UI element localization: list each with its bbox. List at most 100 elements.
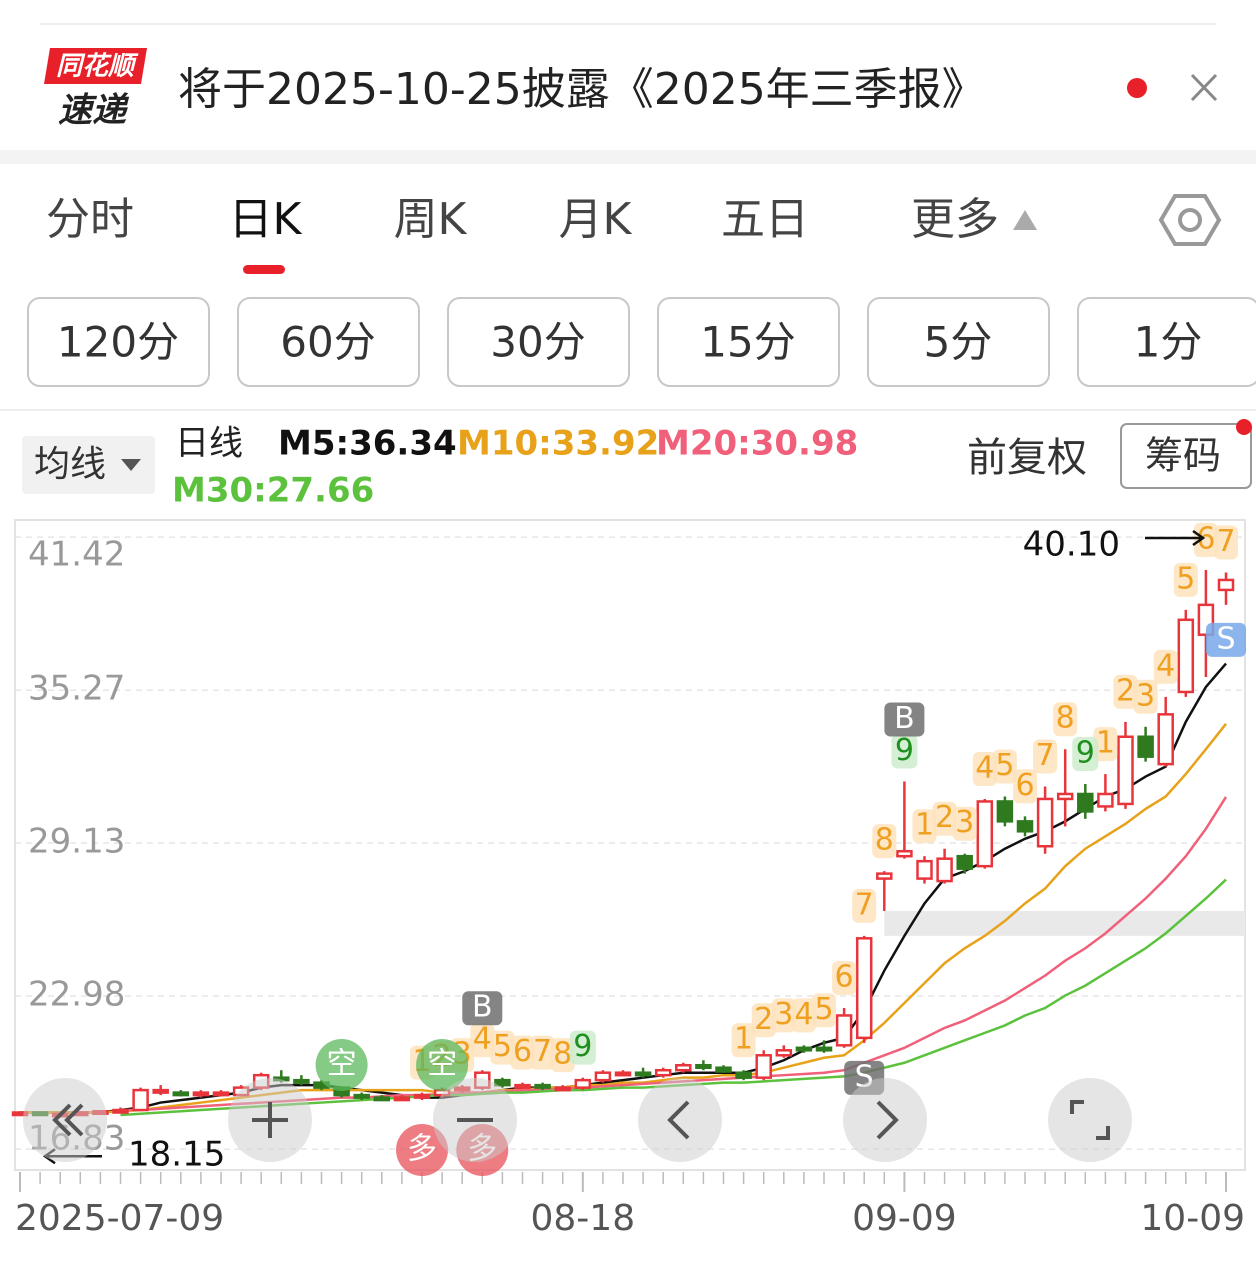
divider: [0, 150, 1256, 164]
candle-body: [876, 872, 893, 880]
td_labels: 5: [493, 1029, 512, 1064]
td_labels: 6: [1196, 522, 1215, 557]
close-button[interactable]: [1190, 73, 1218, 102]
td_labels: 4: [794, 997, 813, 1032]
candle-body: [1097, 792, 1114, 808]
chips-dot: [1236, 419, 1252, 435]
notice[interactable]: 将于2025-10-25披露《2025年三季报》: [178, 64, 986, 115]
candle-body: [172, 1091, 190, 1097]
candle-body: [494, 1078, 511, 1087]
unread-dot: [1127, 78, 1147, 98]
period-button[interactable]: [447, 297, 630, 387]
ma-menu-bg[interactable]: [22, 436, 155, 494]
y-tick-label: 22.98: [28, 975, 125, 1015]
period-button[interactable]: [867, 297, 1050, 387]
candle-body: [835, 1014, 853, 1047]
tab[interactable]: 月K: [559, 194, 633, 245]
period-label[interactable]: 1分: [1134, 318, 1203, 367]
chips-button[interactable]: [1120, 423, 1252, 489]
candle-body: [614, 1071, 632, 1077]
td_labels: 4: [1156, 648, 1175, 683]
tab[interactable]: 分时: [46, 194, 134, 245]
tab[interactable]: 五日: [721, 194, 809, 245]
tab[interactable]: 更多: [911, 194, 999, 245]
adjust-mode[interactable]: 前复权: [967, 435, 1087, 481]
low-label: 18.15: [128, 1135, 225, 1175]
period-label[interactable]: 5分: [924, 318, 993, 367]
logo-bottom: 速递: [58, 91, 130, 131]
td_labels: 2: [754, 1002, 773, 1037]
sell_labels-bg: [1206, 622, 1246, 657]
zoom-in-icon: [252, 1102, 288, 1138]
td_done_labels: 9: [895, 733, 914, 768]
next-button[interactable]: [843, 1078, 927, 1162]
td_labels: 1: [1096, 726, 1115, 761]
td_labels: 8: [1056, 701, 1075, 736]
ma-line: [120, 796, 1228, 1112]
candle-body: [132, 1088, 149, 1112]
settings-icon[interactable]: [1158, 194, 1222, 246]
td_labels-bg: [510, 1035, 535, 1070]
tab[interactable]: 周K: [394, 194, 468, 245]
period-label[interactable]: 30分: [490, 318, 585, 367]
td_labels-bg: [1133, 679, 1158, 714]
candle-body: [795, 1046, 813, 1052]
fullscreen-button[interactable]: [1048, 1078, 1132, 1162]
candle-body: [112, 1108, 129, 1114]
candle-body: [896, 849, 913, 858]
candle-body: [594, 1071, 612, 1082]
td_labels: 7: [1036, 738, 1055, 773]
td_labels-bg: [731, 1023, 756, 1058]
period-label[interactable]: 120分: [57, 318, 179, 367]
period-button[interactable]: [27, 297, 210, 387]
period-bar: 120分 60分 30分 15分 5分 1分: [27, 297, 1256, 387]
candle-body: [393, 1096, 411, 1102]
candle-body: [574, 1078, 592, 1089]
next-icon: [876, 1100, 899, 1140]
td_labels-bg: [992, 749, 1017, 784]
td_labels-bg: [1153, 649, 1178, 684]
td_done_labels-bg: [891, 734, 918, 769]
candle-body: [675, 1063, 692, 1072]
x-tick-label: 09-09: [852, 1198, 957, 1239]
candle-body: [1077, 792, 1094, 813]
td_done_labels: 9: [573, 1029, 592, 1064]
candle-body: [353, 1093, 370, 1099]
td_done_labels: 9: [1076, 736, 1095, 771]
td_labels-bg: [1113, 674, 1138, 709]
td_labels: 6: [835, 959, 854, 994]
ma-menu[interactable]: 均线: [34, 444, 106, 485]
td_done_labels-bg: [1072, 737, 1099, 772]
buy_labels: B: [894, 701, 915, 736]
buy_labels-bg: [462, 991, 503, 1026]
td_labels: 7: [1216, 524, 1235, 559]
td_labels: 3: [955, 805, 974, 840]
period-label[interactable]: 15分: [700, 318, 795, 367]
period-button[interactable]: [657, 297, 840, 387]
td_labels: 5: [1176, 561, 1195, 596]
candle-body: [1177, 618, 1195, 694]
period-button[interactable]: [237, 297, 420, 387]
tab[interactable]: 日K: [229, 194, 303, 245]
td_labels-bg: [812, 993, 836, 1028]
period-button[interactable]: [1077, 297, 1256, 387]
candle-body: [1137, 735, 1154, 758]
x-tick-label: 08-18: [530, 1198, 635, 1239]
prev-icon: [667, 1100, 690, 1140]
prev-button[interactable]: [638, 1078, 722, 1162]
candle-body: [293, 1078, 310, 1084]
chips-label[interactable]: 筹码: [1145, 434, 1221, 478]
td_labels-bg: [1033, 739, 1058, 774]
fullscreen-icon: [1070, 1100, 1110, 1140]
candle-body: [1117, 735, 1134, 806]
plot-frame: [14, 519, 1246, 1171]
td_labels: 2: [1116, 673, 1135, 708]
td_labels: 4: [473, 1022, 492, 1057]
period-label[interactable]: 60分: [280, 318, 375, 367]
active-underline: [243, 265, 285, 274]
td_labels: 1: [915, 808, 934, 843]
td_labels-bg: [1214, 525, 1238, 560]
candle-body: [554, 1086, 571, 1092]
td_labels: 3: [1136, 678, 1155, 713]
